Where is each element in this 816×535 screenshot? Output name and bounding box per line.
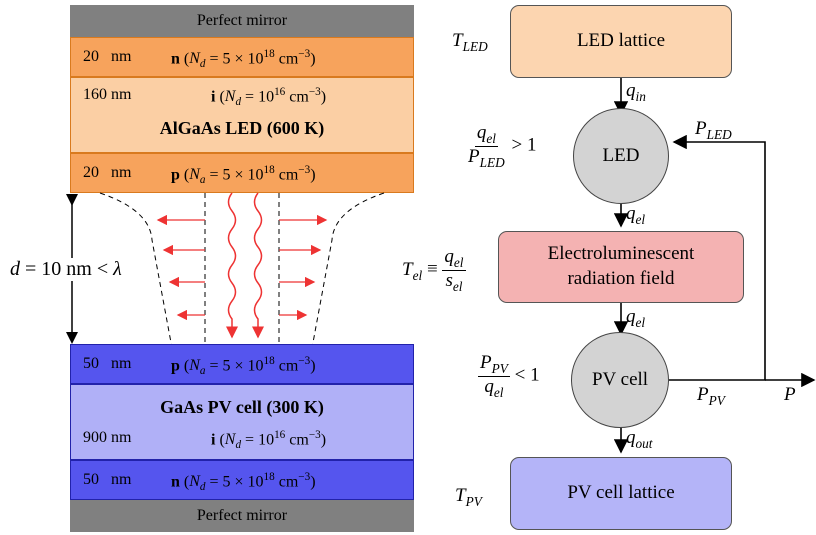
t-pv-label: TPV [455, 485, 482, 509]
pv-lattice-label: PV cell lattice [567, 482, 675, 504]
q-out-label: qout [626, 427, 653, 451]
left-evanescent-arrows [156, 214, 205, 321]
p-led-label: PLED [695, 118, 732, 142]
pv-i-thickness: 900 nm [83, 429, 132, 446]
led-p-layer: 20 nm p (Na = 5 × 1018 cm−3) [70, 153, 414, 193]
pv-p-layer: 50 nm p (Na = 5 × 1018 cm−3) [70, 344, 414, 384]
photon-waves [226, 192, 264, 339]
led-p-thickness: 20 nm [83, 164, 132, 181]
led-i-layer: 160 nm i (Nd = 1016 cm−3) AlGaAs LED (60… [70, 77, 414, 153]
led-n-thickness: 20 nm [83, 48, 132, 65]
led-title: AlGaAs LED (600 K) [159, 118, 325, 138]
led-i-thickness: 160 nm [83, 86, 132, 103]
pv-n-thickness: 50 nm [83, 471, 132, 488]
field-label-line1: Electroluminescent [547, 243, 695, 265]
bottom-mirror-label: Perfect mirror [196, 507, 288, 524]
pv-p-thickness: 50 nm [83, 355, 132, 372]
top-mirror: Perfect mirror [70, 5, 414, 37]
pv-cell-node: PV cell [571, 332, 669, 428]
led-lattice-box: LED lattice [510, 5, 732, 78]
right-cone-outer [311, 192, 385, 349]
q-el-label-1: qel [626, 203, 646, 227]
pv-i-layer: GaAs PV cell (300 K) 900 nm i (Nd = 1016… [70, 384, 414, 460]
led-ratio: qel PLED > 1 [468, 122, 537, 170]
pv-ratio: PPV qel < 1 [478, 352, 540, 400]
p-label: P [784, 384, 796, 405]
top-mirror-label: Perfect mirror [196, 12, 288, 29]
pv-p-doping: p (Na = 5 × 1018 cm−3) [171, 355, 316, 378]
left-cone-outer [99, 192, 173, 349]
led-p-doping: p (Na = 5 × 1018 cm−3) [171, 164, 316, 187]
p-led-feedback-arrow [669, 134, 766, 381]
pv-title: GaAs PV cell (300 K) [160, 397, 324, 417]
led-n-doping: n (Nd = 5 × 1018 cm−3) [171, 48, 316, 71]
radiation-gap [66, 192, 385, 349]
field-label-line2: radiation field [567, 268, 675, 289]
pv-n-layer: 50 nm n (Nd = 5 × 1018 cm−3) [70, 460, 414, 500]
led-lattice-label: LED lattice [576, 30, 666, 52]
t-led-label: TLED [452, 30, 488, 54]
p-pv-label: PPV [697, 384, 725, 408]
led-node-label: LED [602, 145, 640, 166]
pv-lattice-box: PV cell lattice [510, 457, 732, 530]
pv-n-doping: n (Nd = 5 × 1018 cm−3) [171, 471, 316, 494]
t-el-label: Tel ≡ qel sel [402, 246, 466, 294]
bottom-mirror: Perfect mirror [70, 500, 414, 532]
q-el-label-2: qel [626, 306, 646, 330]
pv-cell-node-label: PV cell [591, 369, 649, 390]
led-node: LED [573, 108, 669, 204]
right-evanescent-arrows [279, 214, 328, 321]
led-n-layer: 20 nm n (Nd = 5 × 1018 cm−3) [70, 37, 414, 77]
q-in-label: qin [626, 80, 646, 104]
radiation-field-box: Electroluminescent radiation field [498, 231, 744, 303]
pv-i-doping: i (Nd = 1016 cm−3) [211, 429, 327, 452]
gap-label: d = 10 nm < λ [8, 258, 124, 281]
led-i-doping: i (Nd = 1016 cm−3) [211, 86, 327, 109]
